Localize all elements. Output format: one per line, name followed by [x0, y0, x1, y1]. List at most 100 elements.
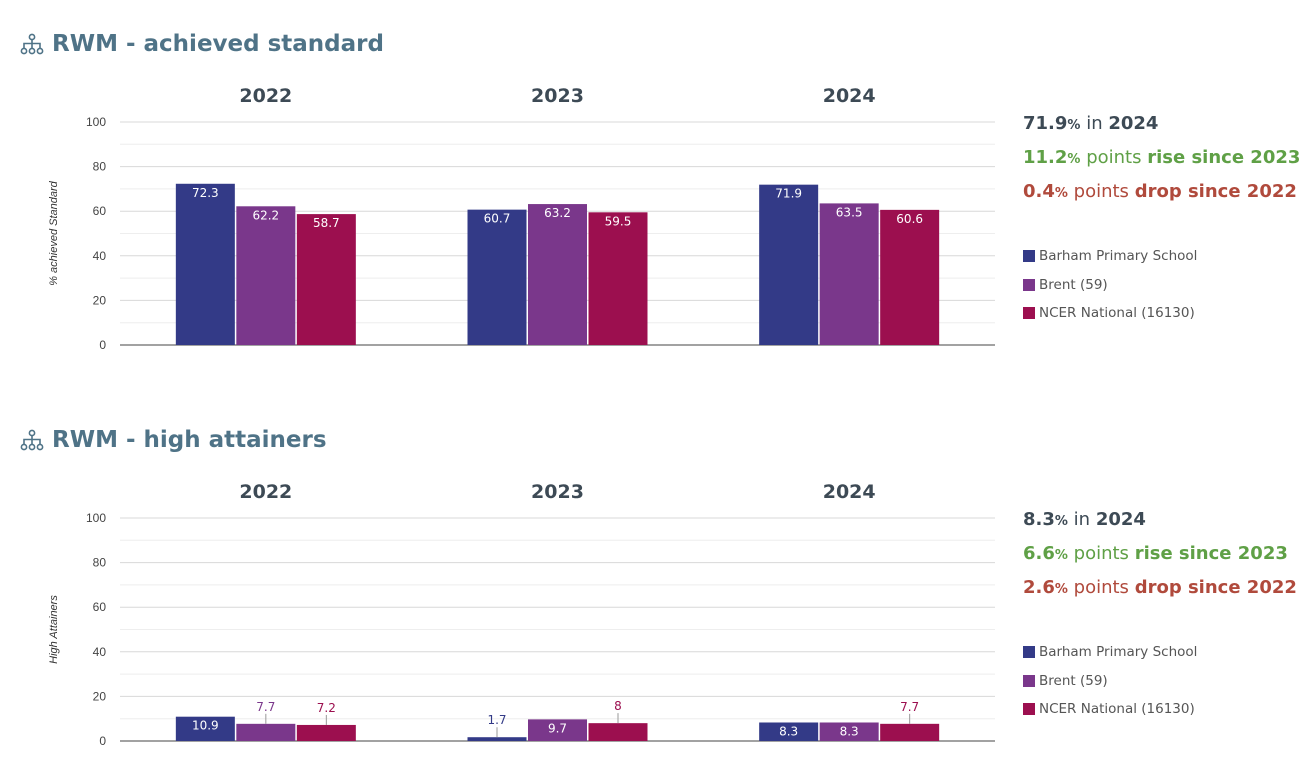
main-value: 8.3 [1023, 509, 1055, 530]
drop-text: drop since 2022 [1134, 181, 1297, 202]
data-label: 7.2 [317, 701, 336, 715]
drop-text: drop since 2022 [1134, 577, 1297, 598]
main-value: 71.9 [1023, 113, 1068, 134]
chart-section-high-attainers: RWM - high attainers 0 20 40 60 80 100 High At… [0, 396, 1301, 778]
bar[interactable] [588, 723, 648, 741]
legend-swatch [1023, 703, 1035, 716]
data-label: 10.9 [192, 719, 219, 733]
bar[interactable] [759, 184, 819, 345]
summary-main: 8.3% in 2024 [1023, 504, 1297, 538]
y-tick-label: 60 [93, 204, 107, 218]
main-word: in [1073, 509, 1091, 530]
legend-swatch [1023, 674, 1035, 687]
bar[interactable] [467, 209, 527, 345]
drop-value: 0.4 [1023, 181, 1055, 202]
legend: Barham Primary School Brent (59) NCER Na… [1023, 242, 1197, 328]
data-label: 63.5 [836, 205, 863, 219]
bar[interactable] [175, 716, 235, 741]
legend-label: Brent (59) [1039, 672, 1108, 689]
y-axis-label: High Attainers [48, 595, 60, 664]
bar[interactable] [467, 737, 527, 741]
bar-chart-high-attainers: 0 20 40 60 80 100 High Attainers 2022 10.9 7.7 7.2… [48, 481, 995, 748]
drop-pct: % [1054, 186, 1068, 201]
rise-text: rise since 2023 [1147, 147, 1301, 168]
data-label: 60.7 [484, 212, 511, 226]
data-label: 60.6 [896, 212, 923, 226]
category-label: 2023 [531, 85, 584, 107]
category-label: 2024 [823, 481, 876, 503]
rise-pct: % [1054, 548, 1068, 563]
bar[interactable] [880, 723, 940, 741]
legend-item-national[interactable]: NCER National (16130) [1023, 299, 1197, 328]
data-label: 1.7 [487, 713, 506, 727]
legend: Barham Primary School Brent (59) NCER Na… [1023, 638, 1197, 724]
legend-label: NCER National (16130) [1039, 305, 1195, 322]
legend-swatch [1023, 646, 1035, 659]
y-tick-label: 20 [93, 293, 107, 307]
summary-main: 71.9% in 2024 [1023, 108, 1300, 142]
bar[interactable] [528, 204, 587, 345]
bar[interactable] [528, 719, 587, 741]
category-label: 2024 [823, 85, 876, 107]
data-label: 8.3 [840, 724, 859, 738]
data-label: 7.7 [256, 700, 275, 714]
legend-label: Brent (59) [1039, 276, 1108, 293]
legend-item-school[interactable]: Barham Primary School [1023, 242, 1197, 271]
bar[interactable] [175, 183, 235, 345]
y-tick-label: 40 [93, 249, 107, 263]
y-tick-label: 100 [86, 511, 106, 525]
summary-panel: 8.3% in 2024 6.6% points rise since 2023… [1023, 504, 1297, 606]
bar[interactable] [236, 723, 296, 741]
summary-rise: 6.6% points rise since 2023 [1023, 538, 1297, 572]
section-title-text: RWM - achieved standard [52, 31, 384, 57]
data-label: 58.7 [313, 216, 340, 230]
legend-label: NCER National (16130) [1039, 701, 1195, 718]
category-label: 2022 [239, 481, 292, 503]
section-title: RWM - high attainers [20, 427, 327, 453]
y-axis-label: % achieved Standard [48, 180, 60, 285]
bar[interactable] [296, 724, 356, 741]
data-label: 72.3 [192, 186, 219, 200]
data-label: 8 [614, 699, 622, 713]
summary-drop: 0.4% points drop since 2022 [1023, 176, 1300, 210]
legend-item-la[interactable]: Brent (59) [1023, 667, 1197, 696]
rise-value: 11.2 [1023, 147, 1068, 168]
section-title-text: RWM - high attainers [52, 427, 327, 453]
y-tick-label: 40 [93, 645, 107, 659]
legend-item-school[interactable]: Barham Primary School [1023, 638, 1197, 667]
data-label: 7.7 [900, 700, 919, 714]
legend-swatch [1023, 250, 1035, 263]
data-label: 8.3 [779, 724, 798, 738]
bar[interactable] [236, 206, 296, 345]
summary-panel: 71.9% in 2024 11.2% points rise since 20… [1023, 108, 1300, 210]
data-label: 71.9 [775, 187, 802, 201]
bar[interactable] [296, 214, 356, 345]
y-tick-label: 0 [99, 734, 106, 748]
bar[interactable] [588, 212, 648, 345]
legend-label: Barham Primary School [1039, 644, 1198, 661]
hierarchy-icon [20, 429, 44, 451]
legend-item-la[interactable]: Brent (59) [1023, 271, 1197, 300]
data-label: 9.7 [548, 721, 567, 735]
bar[interactable] [759, 722, 819, 741]
rise-text: rise since 2023 [1134, 543, 1288, 564]
summary-rise: 11.2% points rise since 2023 [1023, 142, 1300, 176]
y-tick-label: 60 [93, 600, 107, 614]
y-tick-label: 100 [86, 115, 106, 129]
y-tick-label: 0 [99, 338, 106, 352]
bar[interactable] [819, 722, 879, 741]
bar[interactable] [880, 209, 940, 345]
bar[interactable] [819, 203, 879, 345]
legend-item-national[interactable]: NCER National (16130) [1023, 695, 1197, 724]
category-label: 2022 [239, 85, 292, 107]
summary-drop: 2.6% points drop since 2022 [1023, 572, 1297, 606]
section-title: RWM - achieved standard [20, 31, 384, 57]
main-year: 2024 [1108, 113, 1159, 134]
y-tick-label: 80 [93, 160, 107, 174]
y-tick-label: 80 [93, 556, 107, 570]
drop-pct: % [1054, 582, 1068, 597]
chart-section-achieved: RWM - achieved standard 0 20 40 60 80 100 % ac… [20, 31, 1300, 352]
legend-swatch [1023, 278, 1035, 291]
category-label: 2023 [531, 481, 584, 503]
rise-pct: % [1067, 152, 1081, 167]
